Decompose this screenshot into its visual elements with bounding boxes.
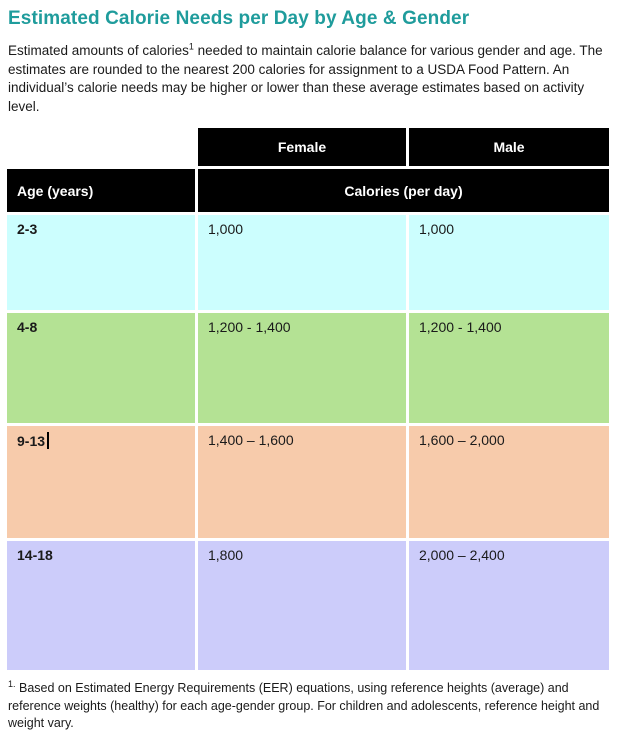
female-calories-cell: 1,400 – 1,600 (198, 426, 406, 538)
table-row-age-2-3: 2-3 1,000 1,000 (7, 215, 609, 310)
header-calories-per-day: Calories (per day) (198, 169, 609, 212)
table-row-age-9-13: 9-13 1,400 – 1,600 1,600 – 2,000 (7, 426, 609, 538)
footnote-marker: 1. (8, 678, 16, 689)
male-calories-cell: 2,000 – 2,400 (409, 541, 609, 670)
calorie-needs-table: Female Male Age (years) Calories (per da… (4, 125, 612, 673)
male-calories-cell: 1,600 – 2,000 (409, 426, 609, 538)
female-calories-cell: 1,200 - 1,400 (198, 313, 406, 423)
column-header-male: Male (409, 128, 609, 166)
table-row-age-14-18: 14-18 1,800 2,000 – 2,400 (7, 541, 609, 670)
intro-text-start: Estimated amounts of calories (8, 43, 189, 58)
intro-footnote-marker: 1 (188, 41, 194, 52)
gender-header-row: Female Male (7, 128, 609, 166)
empty-corner-cell (7, 128, 195, 166)
age-label: 14-18 (17, 547, 53, 563)
age-cell: 14-18 (7, 541, 195, 670)
intro-paragraph: Estimated amounts of calories1 needed to… (8, 42, 610, 116)
male-calories-cell: 1,000 (409, 215, 609, 310)
footnote: 1. Based on Estimated Energy Requirement… (8, 678, 615, 733)
age-cell: 2-3 (7, 215, 195, 310)
column-header-female: Female (198, 128, 406, 166)
age-label: 4-8 (17, 319, 38, 335)
male-calories-cell: 1,200 - 1,400 (409, 313, 609, 423)
age-cell: 4-8 (7, 313, 195, 423)
female-calories-cell: 1,800 (198, 541, 406, 670)
subheader-row: Age (years) Calories (per day) (7, 169, 609, 212)
row-header-age-years: Age (years) (7, 169, 195, 212)
intro-text-end: needed to maintain calorie balance for v… (8, 43, 603, 114)
text-cursor (47, 432, 49, 449)
age-label: 2-3 (17, 221, 38, 237)
table-row-age-4-8: 4-8 1,200 - 1,400 1,200 - 1,400 (7, 313, 609, 423)
female-calories-cell: 1,000 (198, 215, 406, 310)
age-cell: 9-13 (7, 426, 195, 538)
page-title: Estimated Calorie Needs per Day by Age &… (8, 8, 470, 29)
age-label: 9-13 (17, 433, 46, 449)
footnote-text: Based on Estimated Energy Requirements (… (8, 681, 600, 730)
